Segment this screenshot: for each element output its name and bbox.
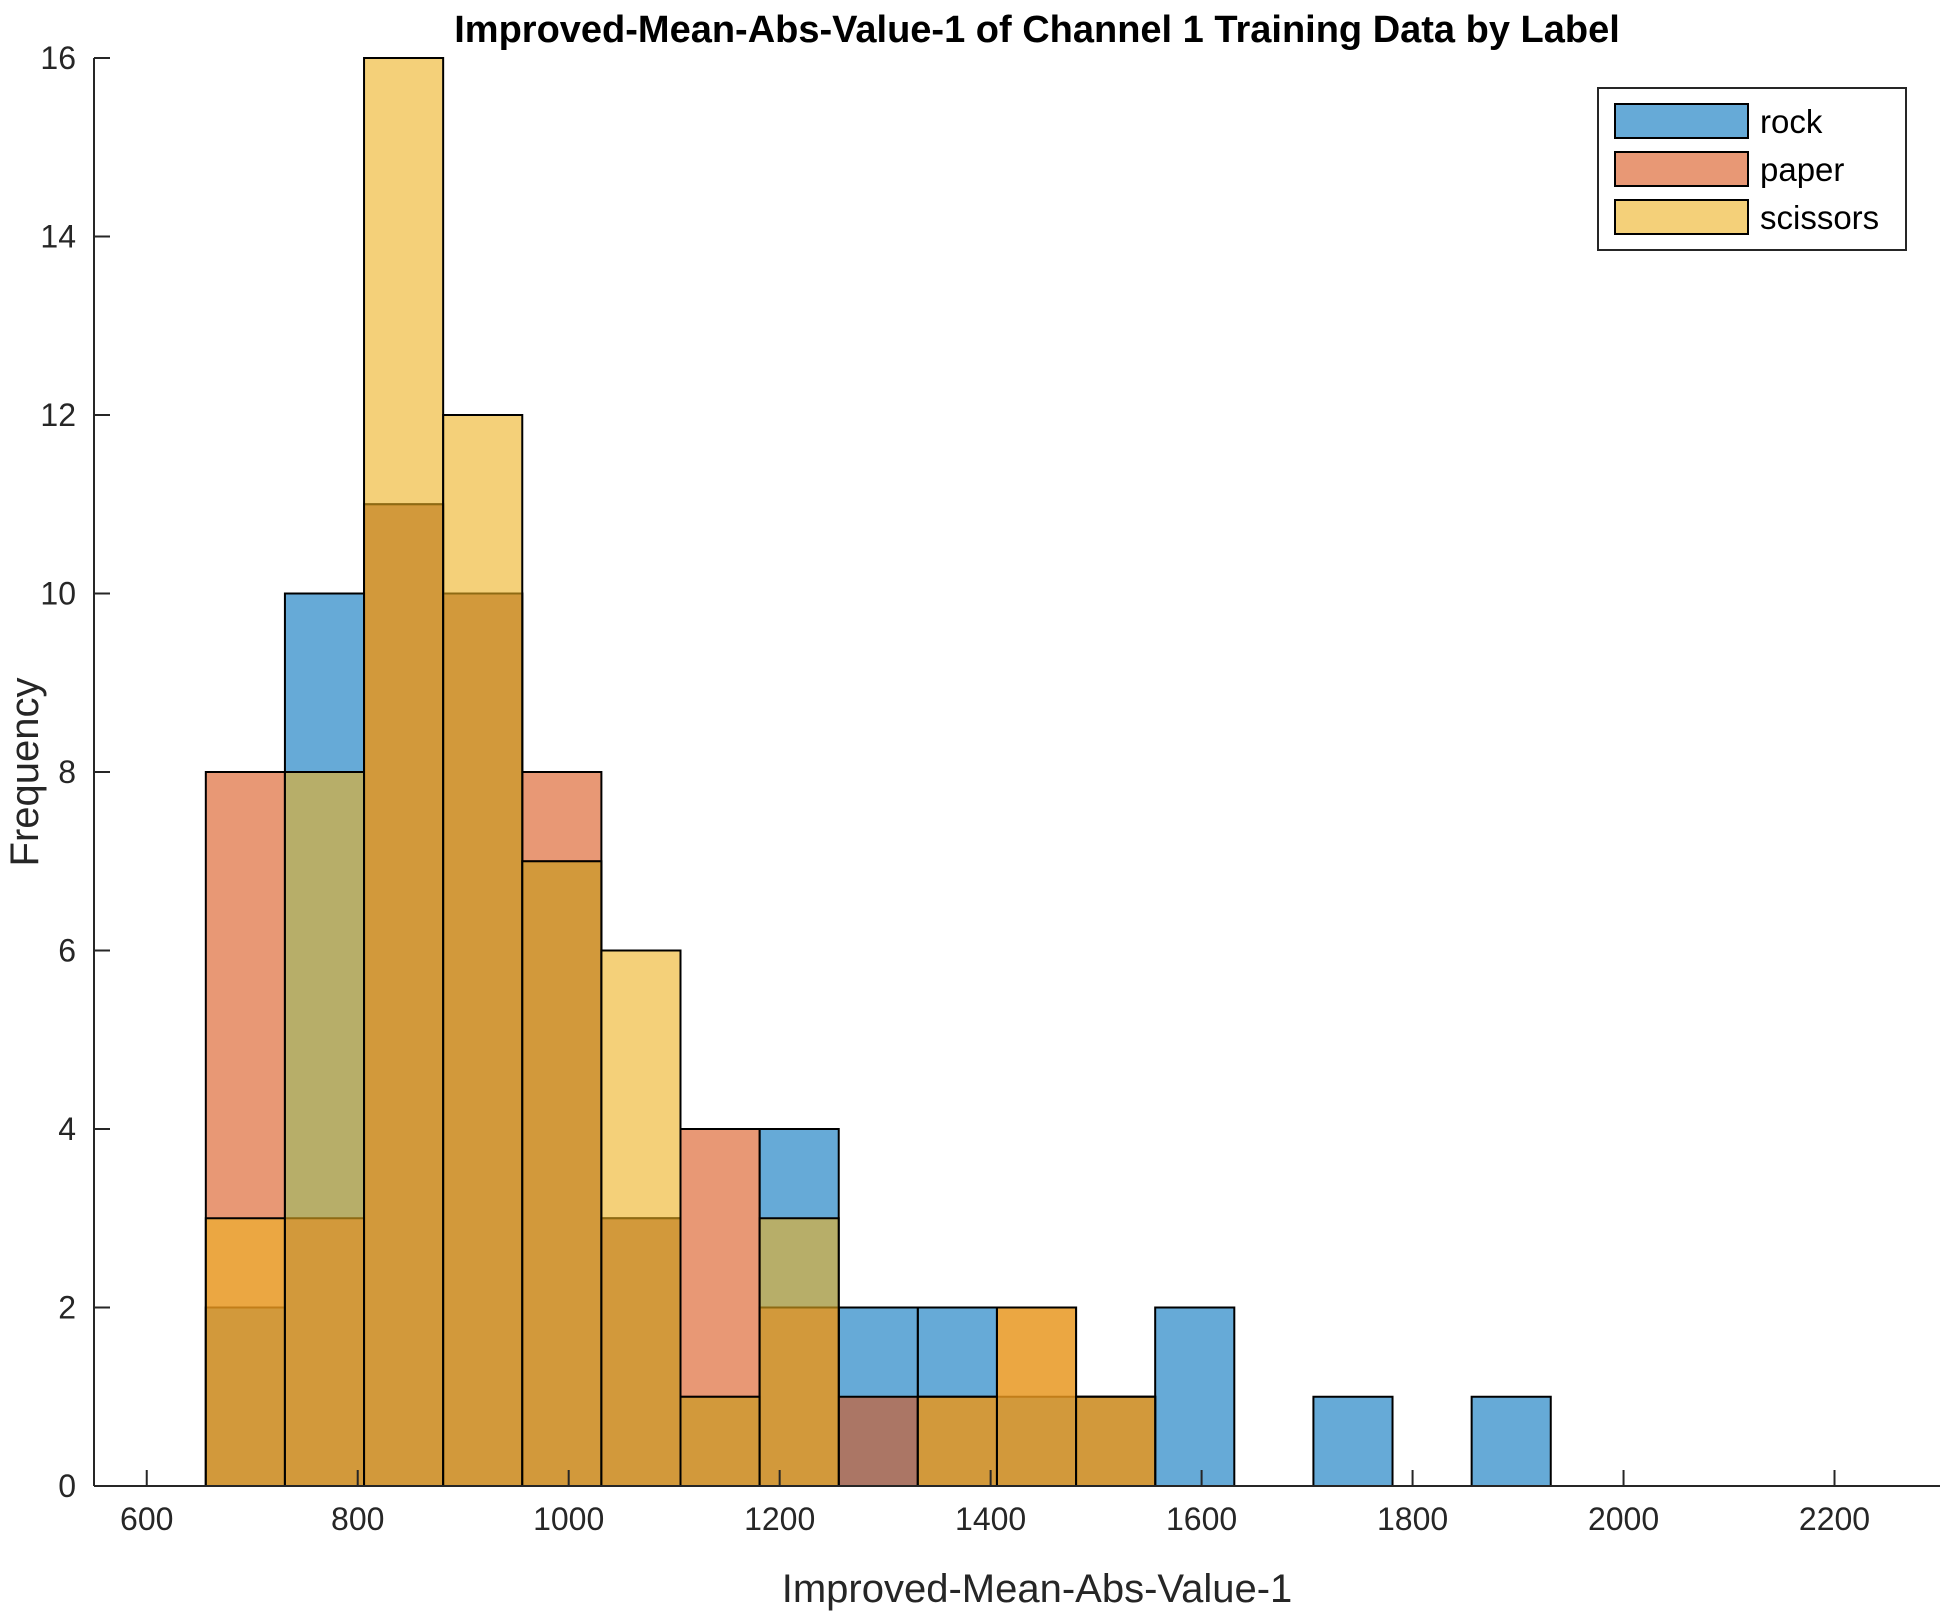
bar-paper-8: [837, 1395, 919, 1487]
bar-scissors-3: [442, 414, 524, 1487]
x-tick-label-1800: 1800: [1377, 1501, 1448, 1537]
bar-scissors-6: [679, 1395, 761, 1487]
bar-scissors-7: [758, 1217, 840, 1487]
x-tick-label-600: 600: [120, 1501, 173, 1537]
legend-swatch-scissors: [1614, 199, 1749, 235]
x-tick-label-2000: 2000: [1588, 1501, 1659, 1537]
x-tick-label-800: 800: [331, 1501, 384, 1537]
x-tick-label-1600: 1600: [1166, 1501, 1237, 1537]
y-tick-label-14: 14: [40, 219, 76, 255]
bar-scissors-10: [995, 1306, 1078, 1487]
x-tick-label-1200: 1200: [744, 1501, 815, 1537]
y-tick-label-2: 2: [58, 1290, 76, 1326]
bar-rock-16: [1470, 1395, 1552, 1487]
bars-layer: [204, 57, 1552, 1487]
legend-label-scissors: scissors: [1760, 199, 1879, 236]
y-tick-label-10: 10: [40, 576, 76, 612]
bar-scissors-0: [204, 1217, 286, 1487]
bar-rock-12: [1154, 1306, 1236, 1487]
y-tick-label-0: 0: [58, 1468, 76, 1504]
legend-swatch-paper: [1614, 151, 1749, 187]
x-tick-label-1000: 1000: [533, 1501, 604, 1537]
bar-scissors-5: [600, 949, 682, 1487]
chart-title: Improved-Mean-Abs-Value-1 of Channel 1 T…: [454, 9, 1620, 51]
y-tick-label-4: 4: [58, 1111, 76, 1147]
bar-scissors-2: [363, 57, 445, 1487]
x-tick-label-2200: 2200: [1799, 1501, 1870, 1537]
legend-label-paper: paper: [1760, 151, 1844, 188]
y-tick-label-8: 8: [58, 754, 76, 790]
legend-swatch-rock: [1614, 103, 1749, 139]
axes-layer: 600 800 1000 1200 1400 1600 1800 2000 2200 0 2 4 6 8 1…: [40, 40, 1940, 1537]
y-tick-label-16: 16: [40, 40, 76, 76]
x-axis-label: Improved-Mean-Abs-Value-1: [782, 1567, 1293, 1611]
bar-scissors-1: [283, 771, 366, 1487]
bar-rock-14: [1312, 1395, 1394, 1487]
bar-scissors-9: [916, 1395, 998, 1487]
y-tick-label-12: 12: [40, 397, 76, 433]
bar-scissors-11: [1075, 1395, 1157, 1487]
y-tick-label-6: 6: [58, 933, 76, 969]
bar-scissors-4: [521, 860, 603, 1487]
y-axis-label: Frequency: [3, 678, 47, 867]
legend: rock paper scissors: [1597, 87, 1907, 251]
x-tick-label-1400: 1400: [955, 1501, 1026, 1537]
legend-label-rock: rock: [1760, 103, 1823, 140]
